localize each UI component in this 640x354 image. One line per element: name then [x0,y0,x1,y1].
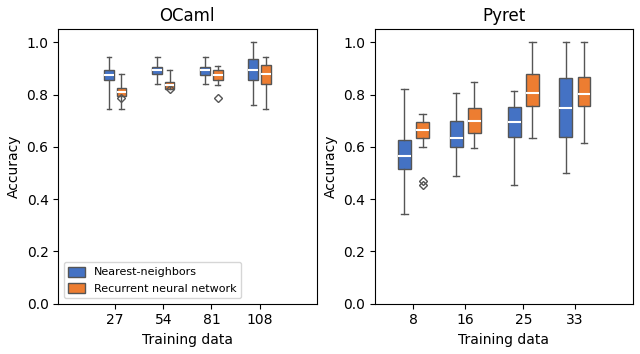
PathPatch shape [468,108,481,132]
Legend: Nearest-neighbors, Recurrent neural network: Nearest-neighbors, Recurrent neural netw… [64,262,241,298]
PathPatch shape [104,70,114,80]
PathPatch shape [164,82,175,90]
PathPatch shape [261,65,271,84]
X-axis label: Training data: Training data [458,333,549,347]
X-axis label: Training data: Training data [142,333,233,347]
PathPatch shape [152,67,162,74]
PathPatch shape [398,141,411,169]
PathPatch shape [526,74,539,106]
PathPatch shape [450,121,463,147]
PathPatch shape [200,67,210,74]
PathPatch shape [248,59,258,80]
PathPatch shape [508,107,521,137]
Title: Pyret: Pyret [483,7,525,25]
Title: OCaml: OCaml [159,7,215,25]
PathPatch shape [116,88,126,96]
Y-axis label: Accuracy: Accuracy [7,135,21,198]
PathPatch shape [416,121,429,138]
PathPatch shape [559,79,572,137]
PathPatch shape [577,77,591,106]
PathPatch shape [212,70,223,80]
Y-axis label: Accuracy: Accuracy [323,135,337,198]
